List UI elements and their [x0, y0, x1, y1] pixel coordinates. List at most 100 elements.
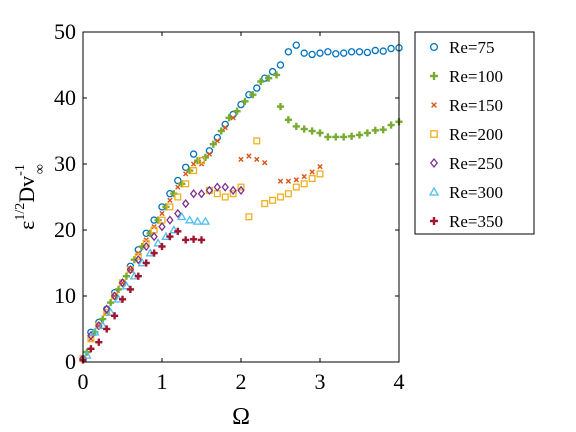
data-point [246, 153, 252, 159]
data-point [308, 127, 316, 135]
data-point [276, 61, 285, 69]
data-point [309, 169, 315, 175]
data-point [190, 235, 198, 243]
data-point [197, 236, 206, 244]
data-point [230, 115, 236, 121]
data-point [293, 177, 299, 183]
data-point [174, 208, 182, 219]
x-tick-label: 2 [236, 369, 247, 394]
data-point [158, 222, 166, 232]
y-tick-label: 0 [65, 349, 76, 374]
data-point [177, 211, 187, 221]
data-point [98, 320, 108, 330]
data-point [237, 183, 245, 191]
y-label-main-superscript: -1 [13, 164, 28, 176]
legend-box [414, 31, 535, 235]
data-point [261, 200, 269, 208]
legend: Re=75 Re=100 Re=150 Re=200 Re=250 Re=300 Re=35… [414, 31, 535, 235]
data-markers [79, 41, 403, 364]
data-point [276, 102, 285, 111]
x-tick-label: 4 [394, 369, 405, 394]
data-point [284, 48, 293, 56]
data-point [292, 41, 301, 49]
data-point [169, 225, 179, 234]
data-point [107, 299, 115, 307]
data-point [166, 215, 174, 225]
data-point [339, 49, 348, 57]
data-point [233, 107, 241, 115]
data-point [317, 163, 323, 170]
data-point [253, 84, 261, 92]
data-point [308, 50, 316, 59]
data-point [178, 180, 186, 188]
data-point [186, 167, 194, 175]
series-re-100 [83, 71, 403, 356]
data-point [292, 122, 300, 130]
data-point [229, 190, 237, 198]
data-point [284, 190, 292, 198]
data-point [182, 180, 190, 188]
data-point [371, 46, 380, 55]
data-point [229, 185, 237, 196]
data-point [126, 264, 135, 275]
data-point [87, 345, 95, 353]
data-point [300, 49, 308, 57]
data-point [277, 178, 284, 184]
data-point [387, 121, 395, 129]
data-point [166, 203, 174, 211]
data-point [197, 157, 206, 165]
data-point [190, 167, 198, 175]
data-point [348, 132, 356, 140]
y-label-main-subscript: ∞ [33, 164, 48, 174]
data-point [182, 236, 190, 244]
data-point [110, 291, 119, 301]
legend-entry: Re=250 [429, 154, 503, 173]
data-point [134, 272, 142, 280]
data-point [316, 129, 324, 137]
data-point [257, 77, 265, 86]
data-point [189, 189, 198, 199]
legend-marker [431, 102, 437, 108]
data-point [142, 259, 150, 267]
data-point [162, 203, 170, 211]
legend-label: Re=100 [449, 67, 503, 86]
y-tick-label: 10 [54, 283, 76, 308]
y-tick-label: 40 [54, 85, 76, 110]
y-label-base: ε [14, 221, 39, 230]
data-point [87, 335, 95, 343]
data-point [363, 48, 372, 57]
data-point [301, 173, 307, 180]
legend-entry: Re=350 [430, 212, 503, 231]
legend-marker [430, 130, 438, 138]
data-point [102, 304, 111, 314]
data-point [134, 255, 143, 265]
y-label-main: Dv [14, 176, 39, 203]
legend-label: Re=200 [449, 125, 503, 144]
legend-entry: Re=100 [430, 67, 503, 86]
data-point [363, 129, 371, 137]
data-point [225, 114, 233, 122]
data-point [324, 133, 332, 141]
data-point [111, 312, 119, 320]
data-point [332, 133, 340, 141]
legend-label: Re=350 [449, 212, 503, 231]
data-point [269, 196, 277, 204]
data-point [95, 338, 103, 346]
data-point [167, 197, 173, 203]
data-point [209, 140, 217, 148]
data-point [154, 216, 162, 224]
data-point [197, 189, 206, 199]
data-point [238, 156, 244, 163]
data-point [316, 170, 324, 178]
data-point [153, 238, 163, 247]
legend-marker [429, 157, 439, 169]
data-point [189, 150, 198, 158]
data-point [134, 252, 142, 260]
data-point [200, 216, 211, 225]
legend-marker [429, 42, 439, 52]
y-tick-label: 30 [54, 151, 76, 176]
legend-entry: Re=150 [431, 96, 503, 115]
data-point [355, 131, 364, 139]
